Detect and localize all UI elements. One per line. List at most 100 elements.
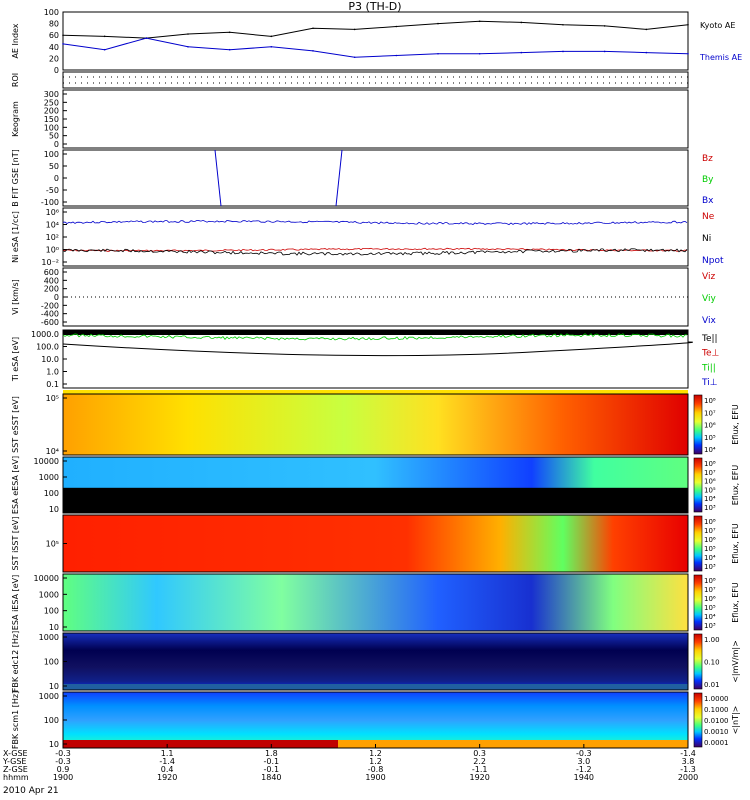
legend-entry: Viz <box>702 272 715 282</box>
legend-entry: Te⊥ <box>701 349 720 359</box>
panel-sste: SST eSST [eV] 10⁵ 10⁴ 10⁸ 10⁷ 10⁶ 10⁵ 10⁴ Eflux,… <box>11 393 740 456</box>
spectrogram <box>63 633 688 690</box>
y-tick-label: 1000 <box>39 692 59 701</box>
y-axis-label: Keogram <box>11 101 20 137</box>
y-tick-label: 60 <box>49 31 59 40</box>
y-tick-label: 1000 <box>39 633 59 642</box>
y-tick-label: 40 <box>49 43 59 52</box>
colorbar-tick-label: 1.0000 <box>704 695 729 703</box>
legend-entry: By <box>702 175 714 185</box>
x-tick-label: 1940 <box>574 773 594 782</box>
colorbar-tick-label: 10⁴ <box>704 554 716 562</box>
series-line <box>62 37 689 58</box>
data-point <box>562 23 564 26</box>
x-tick-label: -0.1 <box>264 757 280 766</box>
data-point <box>270 35 273 38</box>
y-tick-label: 0 <box>54 174 59 183</box>
y-tick-label: 10⁰ <box>46 246 59 255</box>
y-tick-label: 10⁵ <box>46 394 59 403</box>
bx-trace <box>335 149 343 207</box>
data-point <box>645 28 648 31</box>
data-point <box>562 50 564 53</box>
x-tick-label: 1.2 <box>369 749 382 758</box>
low-frequency-band <box>338 740 688 748</box>
y-axis-label: ROI <box>11 73 20 87</box>
panel-frame <box>62 329 689 389</box>
data-point <box>395 54 398 57</box>
y-tick-label: 100 <box>44 8 59 17</box>
x-axis-row-label: hhmm <box>3 773 29 782</box>
x-tick-label: 1920 <box>157 773 177 782</box>
y-axis-label: B FIT GSE [nT] <box>11 149 20 207</box>
y-axis-label: Vi [km/s] <box>11 279 20 315</box>
x-tick-label: 1900 <box>365 773 385 782</box>
colorbar-tick-label: 10⁶ <box>704 478 716 486</box>
low-energy-band <box>63 487 688 513</box>
spectrogram <box>63 515 688 572</box>
colorbar-tick-label: 0.01 <box>704 681 720 689</box>
y-tick-label: 10 <box>49 682 59 691</box>
data-point <box>270 46 273 48</box>
y-tick-label: 10⁴ <box>46 447 59 456</box>
panel-frame <box>62 89 689 149</box>
y-tick-label: 10⁴ <box>46 221 59 230</box>
te-parallel-trace <box>62 341 693 357</box>
colorbar-label: Eflux, EFU <box>731 582 740 623</box>
y-tick-label: 1000 <box>39 590 59 599</box>
colorbar-label: Eflux, EFU <box>731 465 740 506</box>
y-tick-label: 1000 <box>39 473 59 482</box>
x-tick-label: -1.4 <box>159 757 175 766</box>
data-point <box>62 34 64 36</box>
colorbar-tick-label: 10³ <box>704 563 716 571</box>
y-tick-label: 0 <box>54 140 59 149</box>
x-axis-row-label: Z-GSE <box>3 765 28 774</box>
x-tick-label: -0.1 <box>264 765 280 774</box>
legend-entry: Ti⊥ <box>701 378 718 388</box>
colorbar-tick-label: 10⁴ <box>704 495 716 503</box>
y-tick-label: 20 <box>49 54 59 63</box>
panel-roi: ROI <box>11 71 689 89</box>
panel-frame <box>62 71 689 89</box>
data-point <box>62 43 64 45</box>
y-tick-label: 0.1 <box>46 380 59 389</box>
data-point <box>103 48 106 51</box>
x-tick-label: -1.3 <box>680 765 696 774</box>
colorbar-tick-label: 10⁸ <box>704 397 716 405</box>
colorbar <box>693 457 703 513</box>
data-point <box>353 56 356 59</box>
panel-frame <box>62 207 689 267</box>
colorbar-tick-label: 10⁷ <box>704 586 716 594</box>
panel-bfit: B FIT GSE [nT] 100 50 0 -50 -100 Bz By Bx <box>11 149 714 207</box>
y-tick-label: 100 <box>44 123 59 132</box>
data-point <box>603 25 606 27</box>
colorbar-label: <|mV/m|> <box>731 640 740 683</box>
x-tick-label: 2000 <box>678 773 698 782</box>
x-tick-label: 1.8 <box>265 749 278 758</box>
x-tick-label: -1.4 <box>680 749 696 758</box>
colorbar-tick-label: 10⁵ <box>704 545 716 553</box>
colorbar-tick-label: 0.1000 <box>704 706 729 714</box>
legend-entry: Kyoto AE <box>700 21 735 30</box>
x-tick-label: 2.2 <box>473 757 486 766</box>
y-axis-label: Ni eSA [1/cc] <box>11 211 20 263</box>
y-tick-label: -600 <box>41 318 59 327</box>
data-point <box>228 31 231 34</box>
y-tick-label: -200 <box>41 301 59 310</box>
data-point <box>312 50 314 52</box>
spectrogram <box>63 692 688 748</box>
legend-entry: Te|| <box>701 334 718 344</box>
colorbar-tick-label: 10⁷ <box>704 527 716 535</box>
top-band <box>63 330 688 335</box>
panel-fbke: FBK edc12 [Hz] 1000 100 10 1.00 0.10 0.01 <|mV/… <box>11 631 740 692</box>
y-tick-label: -400 <box>41 310 59 319</box>
x-axis-row-label: X-GSE <box>3 749 28 758</box>
panel-esae: ESA eESA [eV] 1000010001001010⁸10⁷10⁶10⁵1… <box>11 456 740 514</box>
legend-entry: Bz <box>702 154 713 164</box>
colorbar-tick-label: 10⁴ <box>704 613 716 621</box>
legend-entry: Viy <box>702 294 716 304</box>
colorbar-label: <|nT|> <box>731 706 740 735</box>
data-point <box>228 48 231 51</box>
x-axis: X-GSEY-GSEZ-GSEhhmm-0.3-0.30.919001.1-1.… <box>2 744 698 782</box>
